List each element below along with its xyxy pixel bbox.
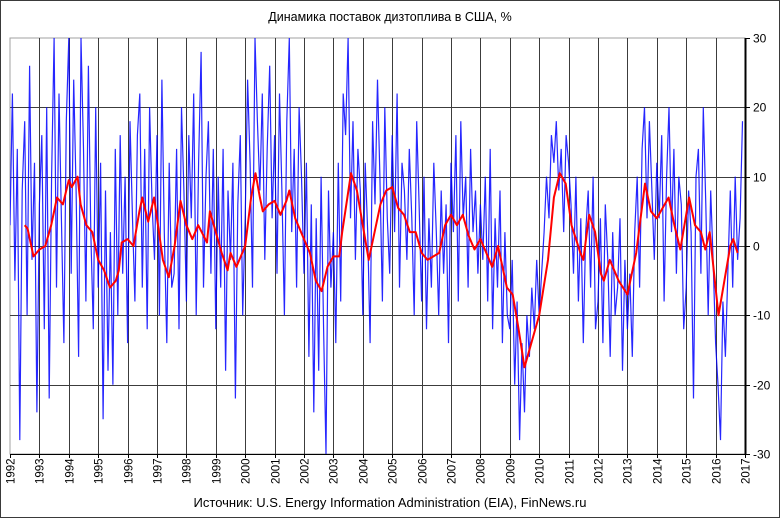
x-tick-label: 2015 (682, 458, 694, 484)
y-tick-label: 20 (753, 101, 767, 115)
x-tick-label: 1992 (6, 458, 18, 484)
y-tick-label: -30 (753, 448, 771, 462)
chart-source: Источник: U.S. Energy Information Admini… (193, 495, 587, 510)
x-tick-label: 1995 (94, 458, 106, 484)
x-tick-label: 1993 (35, 458, 47, 484)
y-tick-label: 0 (753, 240, 760, 254)
x-tick-label: 2016 (712, 458, 724, 484)
x-tick-label: 2009 (506, 458, 518, 484)
x-tick-label: 2012 (594, 458, 606, 484)
x-tick-label: 1998 (182, 458, 194, 484)
x-tick-label: 2005 (388, 458, 400, 484)
y-tick-label: -10 (753, 309, 771, 323)
x-tick-label: 2006 (418, 458, 430, 484)
gridlines: 1992 1993 1994 1995 1996 1997 1998 1999 2000 2001… (6, 32, 771, 485)
x-tick-label: 2002 (300, 458, 312, 484)
y-tick-label: -20 (753, 379, 771, 393)
x-tick-label: 2010 (535, 458, 547, 484)
x-tick-label: 2008 (476, 458, 488, 484)
x-tick-label: 1999 (212, 458, 224, 484)
monthly-line (10, 38, 744, 454)
series-smoothed (23, 172, 739, 369)
x-tick-label: 2014 (653, 458, 665, 484)
x-tick-label: 2003 (329, 458, 341, 484)
x-tick-label: 2013 (623, 458, 635, 484)
series-monthly (10, 38, 744, 454)
x-tick-label: 1996 (124, 458, 136, 484)
x-tick-label: 2007 (447, 458, 459, 484)
smoothed-line (23, 172, 739, 369)
x-tick-label: 1994 (65, 458, 77, 484)
x-tick-label: 2000 (241, 458, 253, 484)
x-tick-label: 2017 (741, 458, 753, 484)
chart-title: Динамика поставок дизтоплива в США, % (268, 10, 512, 24)
x-tick-label: 2011 (565, 459, 577, 484)
x-tick-label: 1997 (153, 458, 165, 484)
y-tick-label: 10 (753, 171, 767, 185)
y-tick-label: 30 (753, 32, 767, 46)
x-tick-label: 2001 (271, 458, 283, 484)
x-tick-label: 2004 (359, 458, 371, 484)
